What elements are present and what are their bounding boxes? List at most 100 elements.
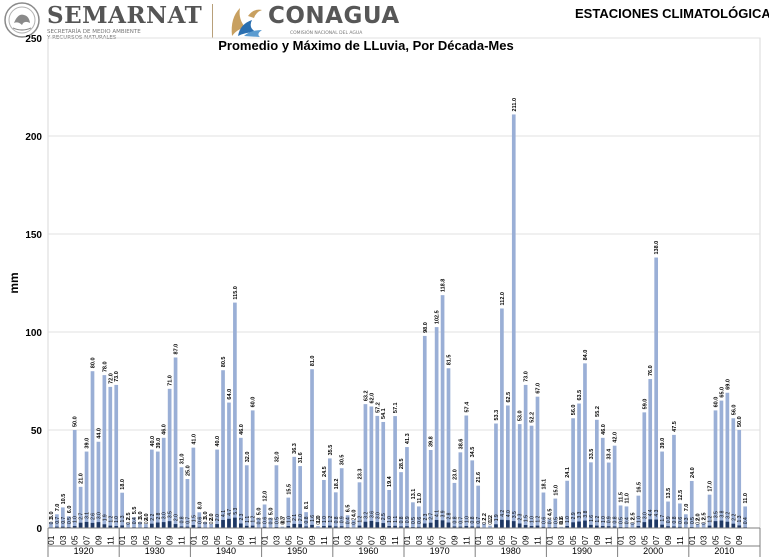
decade-label: 1970: [430, 546, 450, 556]
max-bar: [428, 449, 433, 528]
avg-data-label: 1.0: [73, 516, 79, 523]
avg-bar: [535, 525, 540, 528]
max-bar: [523, 384, 528, 528]
avg-bar: [387, 526, 392, 528]
max-bar: [713, 410, 718, 528]
max-data-label: 62.0: [369, 393, 375, 404]
avg-data-label: 1.2: [536, 515, 542, 522]
max-data-label: 2.5: [702, 512, 708, 520]
max-data-label: 63.2: [363, 390, 369, 401]
max-bar: [559, 526, 564, 528]
max-bar: [452, 482, 457, 528]
avg-bar: [60, 526, 65, 528]
month-tick-label: 01: [188, 535, 198, 545]
max-bar: [96, 441, 101, 528]
max-bar: [322, 479, 326, 528]
avg-bar: [322, 526, 326, 528]
avg-data-label: 0.8: [470, 516, 476, 523]
max-bar: [589, 462, 593, 528]
month-tick-label: 11: [105, 536, 115, 545]
avg-data-label: 1.0: [322, 516, 328, 523]
avg-bar: [594, 525, 599, 528]
max-data-label: 55.2: [595, 406, 601, 417]
max-data-label: 2.0: [144, 513, 150, 521]
max-bar: [399, 472, 403, 528]
max-data-label: 57.4: [464, 401, 470, 413]
avg-data-label: 2.7: [429, 513, 435, 520]
avg-bar: [725, 521, 730, 528]
max-bar: [654, 257, 659, 528]
decade-label: 1960: [358, 546, 378, 556]
avg-data-label: 1.0: [530, 516, 536, 523]
avg-data-label: 2.0: [298, 514, 304, 521]
avg-data-label: 0.3: [684, 517, 690, 524]
max-bar: [500, 308, 504, 528]
max-data-label: 44.0: [96, 428, 102, 439]
avg-bar: [55, 526, 59, 528]
avg-data-label: 2.5: [381, 513, 387, 520]
avg-data-label: 0.5: [553, 517, 559, 524]
avg-bar: [221, 519, 225, 528]
month-tick-label: 03: [414, 535, 424, 545]
month-tick-label: 01: [46, 535, 56, 545]
max-bar: [565, 480, 570, 528]
avg-data-label: 0.9: [607, 516, 613, 523]
avg-bar: [654, 519, 659, 528]
avg-bar: [108, 525, 113, 528]
avg-data-label: 0.3: [203, 517, 209, 524]
avg-data-label: 0.2: [488, 517, 494, 524]
avg-data-label: 0.3: [257, 517, 263, 524]
max-bar: [221, 370, 225, 528]
max-bar: [482, 523, 486, 528]
max-data-label: 1.2: [488, 515, 494, 523]
month-tick-label: 05: [70, 535, 80, 545]
max-data-label: 3.0: [203, 511, 209, 519]
max-data-label: 50.0: [737, 416, 743, 427]
avg-data-label: 2.0: [215, 514, 221, 521]
avg-bar: [161, 522, 166, 528]
decade-label: 1950: [287, 546, 307, 556]
max-data-label: 47.5: [672, 421, 678, 432]
avg-data-label: 0.8: [334, 516, 340, 523]
max-bar: [505, 405, 510, 528]
avg-bar: [464, 526, 469, 528]
month-tick-label: 11: [390, 536, 400, 545]
max-data-label: 59.0: [642, 399, 648, 410]
avg-data-label: 1.0: [464, 516, 470, 523]
avg-data-label: 4.3: [654, 509, 660, 516]
avg-data-label: 1.2: [595, 515, 601, 522]
max-bar: [268, 518, 273, 528]
month-tick-label: 07: [366, 535, 376, 545]
avg-bar: [636, 526, 641, 528]
max-data-label: 8.0: [197, 502, 203, 510]
max-data-label: 30.5: [340, 455, 346, 466]
avg-data-label: 3.5: [168, 511, 174, 518]
avg-data-label: 2.2: [150, 514, 156, 521]
max-data-label: 11.0: [625, 493, 631, 503]
avg-data-label: 0.2: [316, 517, 322, 524]
max-bar: [60, 507, 65, 528]
avg-data-label: 0.3: [209, 517, 215, 524]
avg-data-label: 0.3: [269, 517, 275, 524]
semarnat-subtitle-line-1: SECRETARÍA DE MEDIO AMBIENTE: [47, 29, 141, 35]
max-data-label: 11.0: [417, 493, 423, 503]
avg-bar: [511, 521, 516, 528]
max-bar: [155, 451, 160, 528]
avg-data-label: 2.8: [156, 512, 162, 519]
month-tick-label: 07: [82, 535, 92, 545]
max-data-label: 63.5: [577, 390, 583, 401]
avg-bar: [149, 523, 154, 528]
month-tick-label: 07: [580, 535, 590, 545]
max-data-label: 32.0: [274, 452, 280, 463]
max-bar: [369, 406, 374, 528]
max-data-label: 81.0: [310, 356, 316, 367]
max-data-label: 41.3: [405, 433, 411, 444]
avg-bar: [90, 522, 95, 528]
avg-bar: [428, 522, 433, 528]
max-data-label: 0.7: [280, 516, 286, 524]
max-data-label: 69.0: [725, 379, 731, 390]
max-bar: [743, 506, 748, 528]
month-tick-label: 07: [651, 535, 661, 545]
max-bar: [678, 503, 682, 528]
